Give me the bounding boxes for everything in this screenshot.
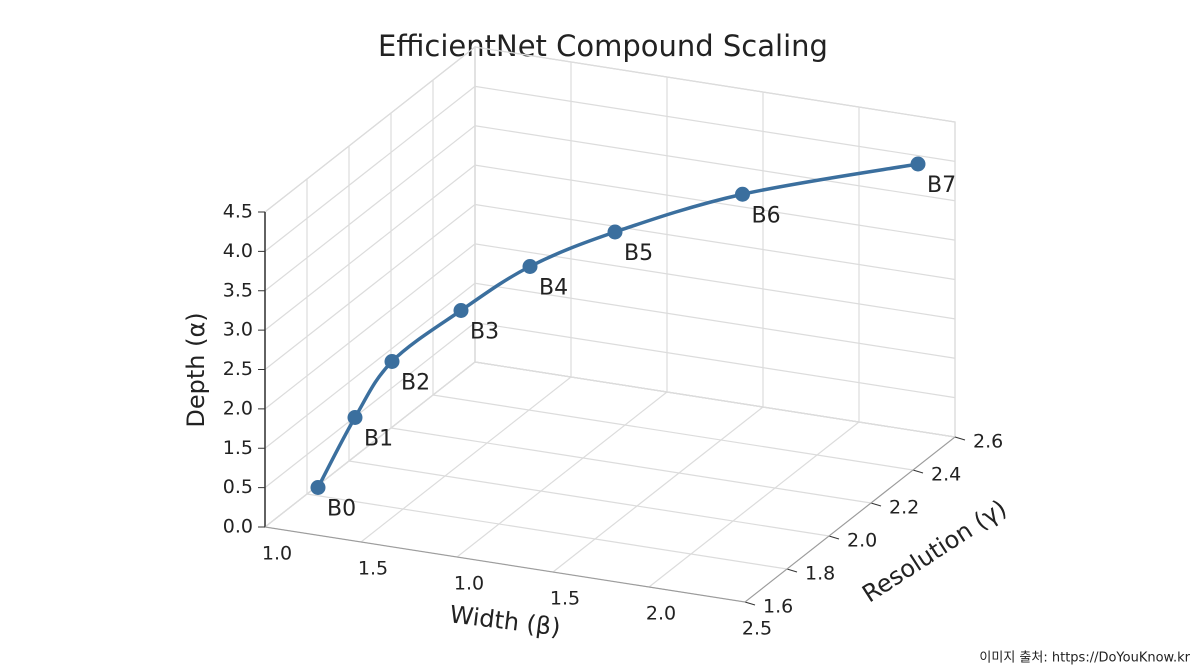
data-point (310, 480, 326, 495)
z-tick-label: 2.4 (931, 464, 961, 486)
z-axis (744, 436, 956, 603)
grid-line (456, 391, 668, 558)
y-tick-label: 2.0 (223, 397, 253, 419)
grid-line (474, 203, 956, 281)
z-tick-label: 2.6 (973, 431, 1003, 453)
grid-line (648, 421, 860, 588)
y-tick-label: 3.0 (223, 319, 253, 341)
z-tick (744, 601, 756, 606)
z-tick (828, 535, 840, 540)
z-tick-label: 2.2 (889, 497, 919, 519)
grid-line (474, 125, 956, 202)
grid-line (264, 204, 476, 370)
grid-line (264, 322, 476, 489)
grid-line (264, 164, 476, 331)
point-label: B5 (624, 241, 653, 266)
data-point (522, 259, 538, 274)
x-tick-label: 2.5 (742, 618, 772, 640)
grid-line (264, 85, 476, 252)
point-label: B2 (401, 371, 430, 396)
data-point (607, 224, 623, 240)
z-tick (786, 568, 798, 573)
y-tick-label: 4.5 (223, 201, 253, 223)
y-tick-label: 0.5 (223, 476, 253, 498)
grid-line (264, 125, 476, 292)
z-tick-label: 2.0 (847, 530, 877, 552)
point-label: B0 (327, 497, 356, 522)
grid-line (348, 460, 830, 537)
source-credit: 이미지 출처: https://DoYouKnow.kr (979, 651, 1190, 666)
grid-line (474, 361, 956, 438)
y-tick-label: 4.0 (223, 240, 253, 262)
data-point (384, 354, 400, 369)
grid-line (390, 427, 872, 504)
grid-line (432, 394, 914, 471)
data-point (453, 303, 469, 318)
x-tick-label: 1.5 (550, 588, 580, 610)
point-label: B3 (470, 320, 499, 345)
grid-line (306, 493, 788, 570)
z-tick-label: 1.8 (805, 563, 835, 585)
grid-line (360, 376, 572, 543)
x-tick-label: 1.0 (454, 573, 484, 595)
series-line (316, 162, 919, 489)
y-tick-label: 3.5 (223, 279, 253, 301)
point-label: B4 (539, 276, 568, 301)
x-axis (264, 526, 746, 603)
y-axis-title: Depth (α) (182, 312, 210, 427)
grid-line (264, 46, 476, 213)
grid-line (474, 46, 956, 123)
grid-line (264, 361, 476, 528)
z-tick-label: 1.6 (763, 596, 793, 618)
chart-title: EfficientNet Compound Scaling (378, 29, 828, 63)
grid-line (474, 322, 956, 399)
y-tick-label: 1.5 (223, 437, 253, 459)
z-axis-title: Resolution (γ) (857, 494, 1011, 608)
x-tick-label: 2.0 (646, 603, 676, 625)
data-point (735, 186, 750, 202)
x-tick-label: 1.0 (262, 543, 292, 565)
z-tick (870, 502, 882, 507)
grid-line (552, 406, 764, 573)
point-label: B1 (364, 427, 393, 452)
grid-line (474, 282, 956, 359)
y-tick-label: 0.0 (223, 516, 253, 538)
y-tick-label: 2.5 (223, 358, 253, 380)
z-tick (954, 436, 966, 441)
grid-line (474, 85, 956, 162)
point-label: B6 (752, 203, 781, 228)
data-point (910, 156, 926, 172)
x-axis-title: Width (β) (448, 600, 562, 641)
point-label: B7 (927, 173, 956, 198)
grid-line (264, 282, 476, 449)
z-tick (912, 469, 924, 474)
grid-line (264, 243, 476, 410)
data-point (347, 410, 363, 425)
x-tick-label: 1.5 (358, 558, 388, 580)
